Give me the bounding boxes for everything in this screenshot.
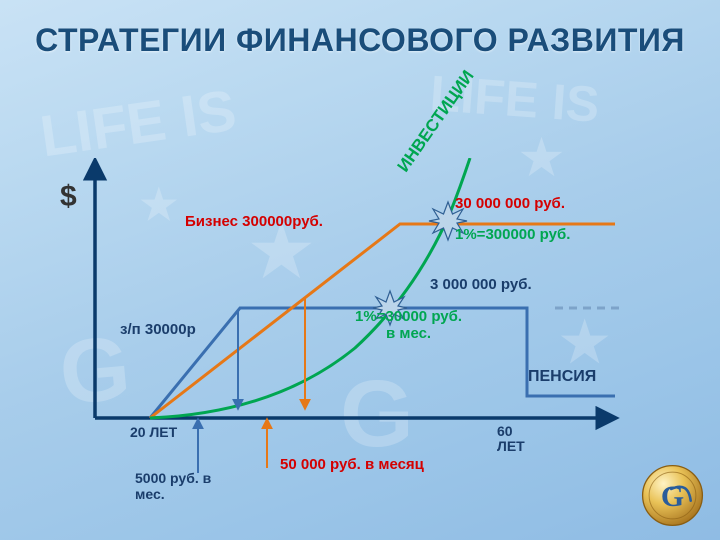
cap-big-label: 30 000 000 руб. [455,195,565,212]
pct-small-label: 1%=30000 руб. в мес. [355,308,462,342]
pct-big-label: 1%=300000 руб. [455,226,570,243]
x-tick-60: 60 ЛЕТ [497,424,541,455]
bg-deco: LIFE IS [36,77,240,171]
save-5k-label: 5000 руб. в мес. [135,470,245,502]
x-tick-20: 20 ЛЕТ [130,424,177,440]
svg-text:G: G [661,480,684,513]
business-label: Бизнес 300000руб. [185,213,323,230]
pct-small-l1: 1%=30000 руб. [355,308,462,325]
salary-label: з/п 30000р [120,321,196,338]
slide: LIFE IS LIFE IS ★ ★ G G ★ ★ СТРАТЕГИИ ФИ… [0,0,720,540]
save-5k-l2: мес. [135,486,165,502]
pct-small-l2: в мес. [386,325,431,342]
cap-small-label: 3 000 000 руб. [430,276,532,293]
pension-label: ПЕНСИЯ [528,368,608,386]
save-50k-label: 50 000 руб. в месяц [280,456,424,473]
page-title: СТРАТЕГИИ ФИНАНСОВОГО РАЗВИТИЯ [0,22,720,59]
strategy-chart: з/п 30000р Бизнес 300000руб. ИНВЕСТИЦИИ … [55,158,620,450]
save-5k-l1: 5000 руб. в [135,470,211,486]
logo-icon: G [640,463,705,528]
